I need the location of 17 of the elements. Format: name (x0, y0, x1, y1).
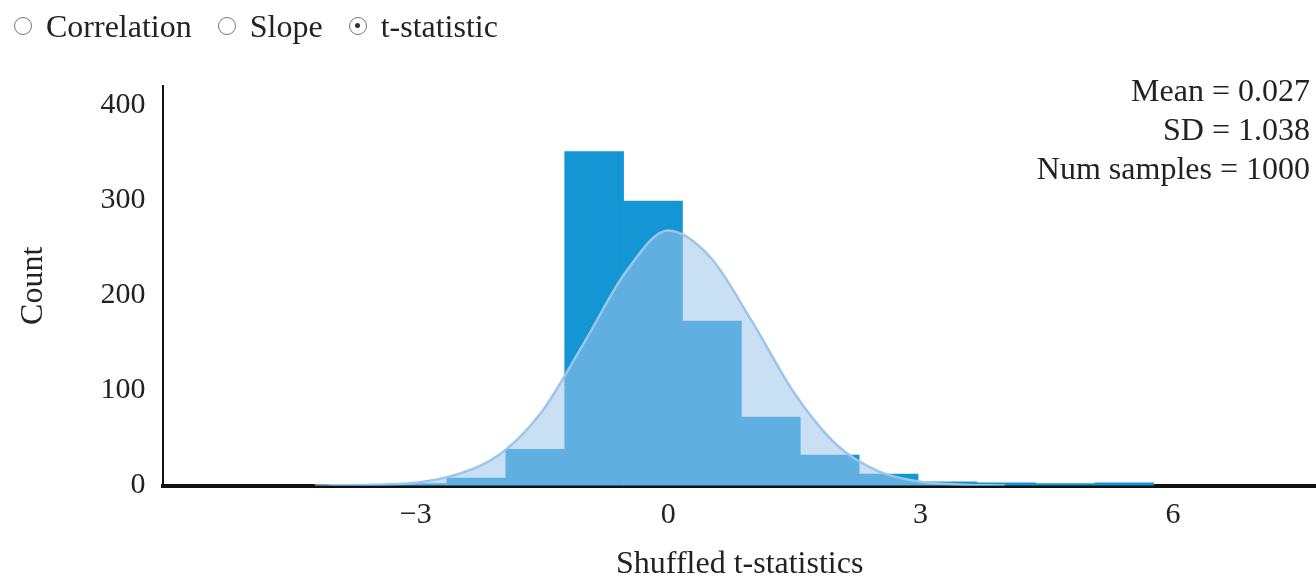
y-tick-label: 300 (100, 181, 146, 215)
text: t-statistic (380, 7, 498, 45)
x-tick-label: 3 (913, 496, 929, 530)
annotation: Num samples = 1000 (1036, 150, 1310, 187)
x-axis-title: Shuffled t-statistics (616, 544, 864, 581)
y-tick-label: 200 (100, 276, 146, 310)
y-tick-label: 100 (100, 371, 146, 405)
annotation: SD = 1.038 (1163, 111, 1310, 148)
x-tick-label: 6 (1165, 496, 1181, 530)
y-tick-label: 0 (130, 466, 146, 500)
text: Slope (249, 7, 323, 45)
y-axis-title: Count (12, 246, 49, 325)
text: Correlation (46, 7, 192, 45)
x-tick-label: −3 (399, 496, 432, 530)
annotation: Mean = 0.027 (1131, 72, 1310, 109)
x-tick-label: 0 (660, 496, 676, 530)
y-tick-label: 400 (100, 85, 146, 119)
